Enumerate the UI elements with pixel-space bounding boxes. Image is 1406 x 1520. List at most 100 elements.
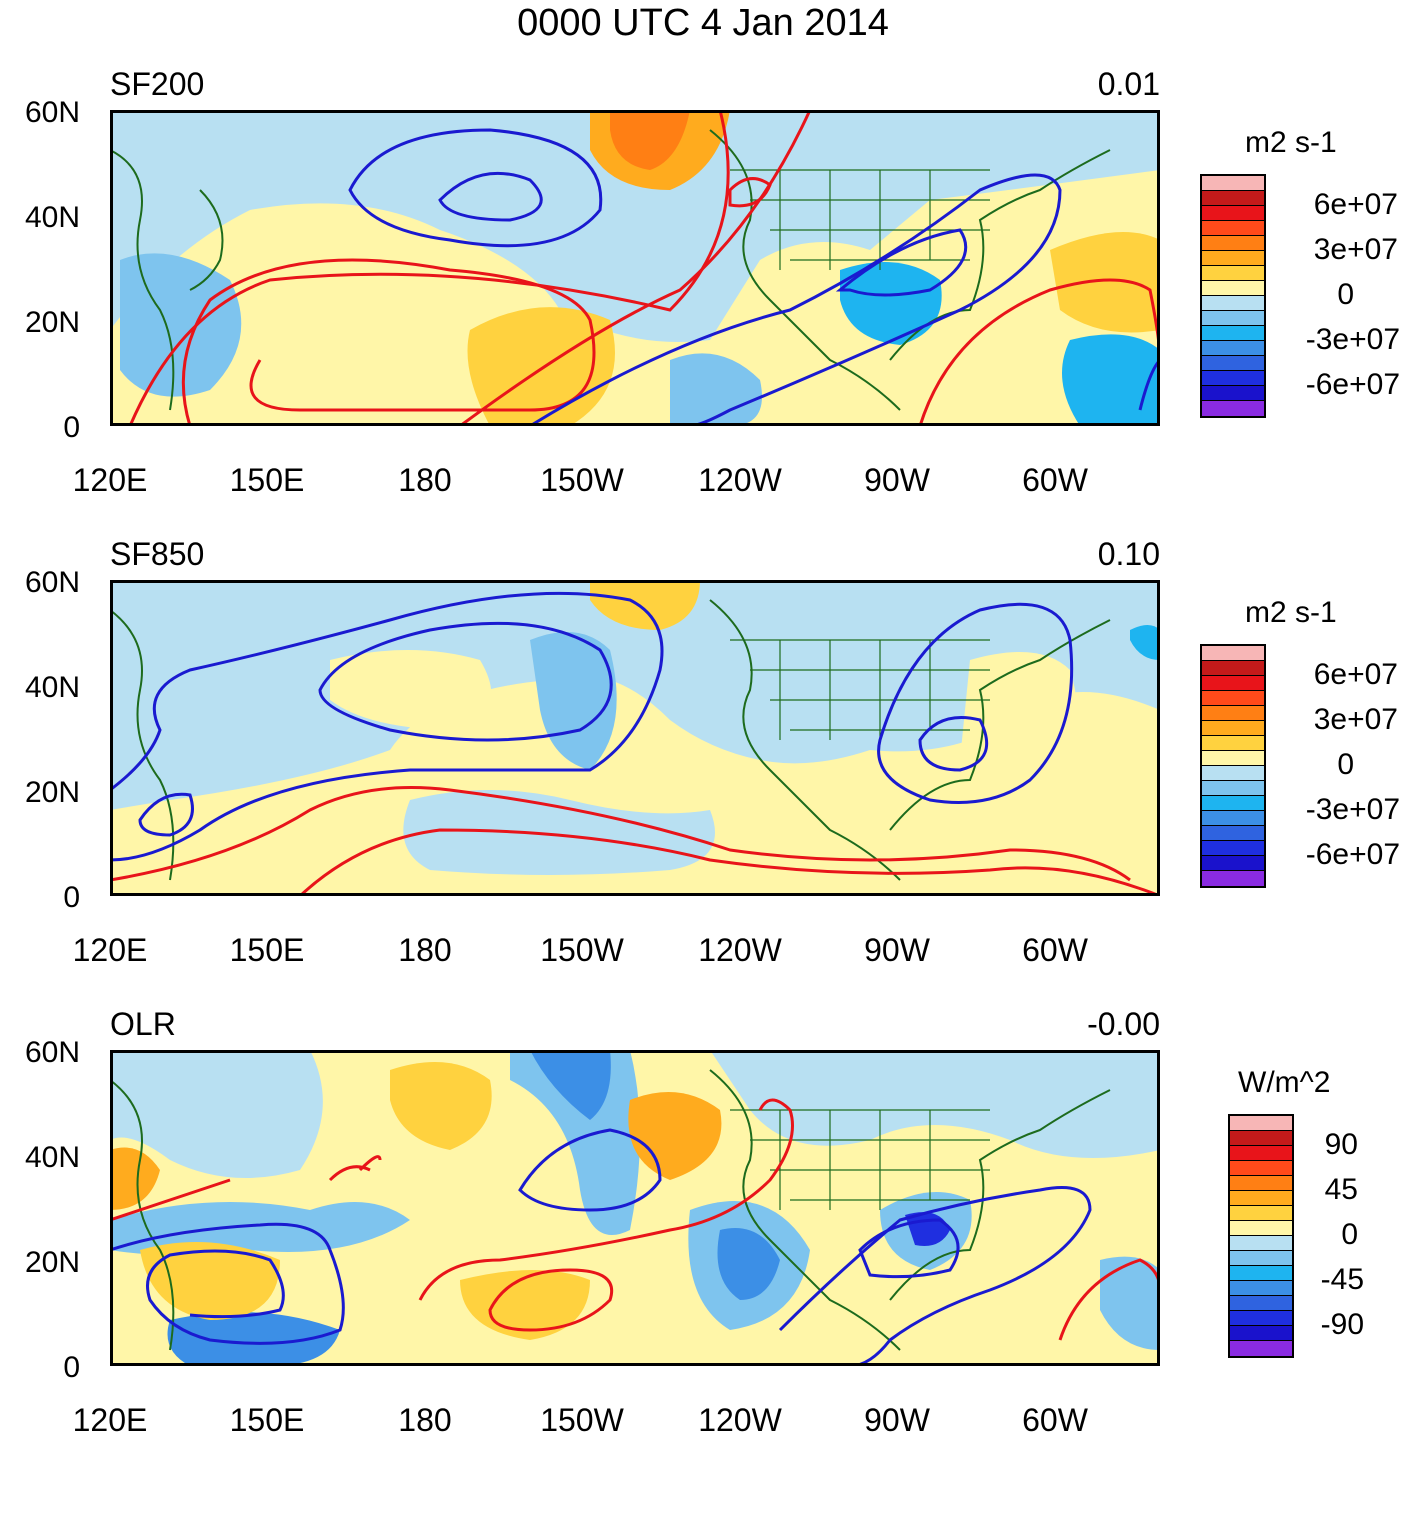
contour-pos-3 xyxy=(488,1268,613,1332)
colorbar xyxy=(1200,174,1266,418)
contour-neg-1 xyxy=(110,1222,345,1345)
y-tick: 0 xyxy=(63,411,80,444)
colorbar-label: -3e+07 xyxy=(1305,323,1400,356)
shade-yellow-west xyxy=(330,650,492,730)
shade-neg-north xyxy=(510,1050,640,1235)
contour-pos-4 xyxy=(728,177,772,208)
map-sf200 xyxy=(110,110,1160,426)
contour-neg-2 xyxy=(438,171,543,222)
contour-pos-2 xyxy=(418,1098,794,1301)
colorbar-label: 3e+07 xyxy=(1313,233,1398,266)
y-tick: 40N xyxy=(24,671,80,704)
colorbar-label: -6e+07 xyxy=(1305,368,1400,401)
colorbar-units: m2 s-1 xyxy=(1245,126,1337,159)
shade-orange-north xyxy=(590,580,700,630)
colorbar-label: -90 xyxy=(1320,1308,1364,1341)
shade-neg-center-deep xyxy=(717,1228,780,1300)
colorbar-label: 0 xyxy=(1337,278,1354,311)
x-tick: 150E xyxy=(229,1402,305,1438)
shade-neg-gulf xyxy=(840,262,942,345)
shade-neg-east xyxy=(1100,1256,1160,1350)
coastline-americas xyxy=(709,599,1111,881)
colorbar-label: -3e+07 xyxy=(1305,793,1400,826)
x-tick: 150W xyxy=(540,932,624,968)
colorbar-units: W/m^2 xyxy=(1238,1066,1331,1099)
shade-pos-5 xyxy=(110,1147,160,1210)
coastline-asia xyxy=(110,609,175,881)
panel-olr: OLR -0.00 xyxy=(0,1006,1406,1520)
y-tick: 20N xyxy=(24,306,80,339)
contour-pos-2 xyxy=(128,110,730,426)
coastline-americas xyxy=(709,1069,1111,1351)
colorbar-label: 45 xyxy=(1324,1173,1358,1206)
y-tick: 20N xyxy=(24,776,80,809)
x-tick: 180 xyxy=(398,462,452,498)
panel-title: SF850 xyxy=(110,536,205,572)
x-tick: 120W xyxy=(698,932,782,968)
panel-sf200: SF200 0.01 xyxy=(0,66,1406,580)
colorbar-units: m2 s-1 xyxy=(1245,596,1337,629)
contour-neg-3 xyxy=(138,792,194,837)
contour-neg-2 xyxy=(518,1128,662,1212)
shade-yellow-east xyxy=(960,652,1077,787)
contour-neg-1 xyxy=(110,591,664,862)
y-tick: 60N xyxy=(24,96,80,129)
contour-pos-1 xyxy=(110,786,1131,882)
us-states-grid xyxy=(730,1109,990,1210)
x-tick: 90W xyxy=(864,932,930,968)
contour-neg-3 xyxy=(529,173,1062,426)
shade-neg-west-band xyxy=(110,1202,410,1255)
shade-neg-light-1 xyxy=(110,1050,323,1178)
x-tick: 120W xyxy=(698,1402,782,1438)
panel-correlation: 0.01 xyxy=(1097,66,1160,102)
contour-pos-1 xyxy=(110,1155,382,1222)
shade-neg-blue xyxy=(120,253,242,397)
panel-sf850: SF850 0.10 60N 40N 20N 0 120E 150E 180 xyxy=(0,536,1406,1050)
x-tick: 120E xyxy=(72,932,148,968)
panel-correlation: 0.10 xyxy=(1097,536,1160,572)
x-tick: 120E xyxy=(72,462,148,498)
x-tick: 180 xyxy=(398,1402,452,1438)
shade-neg-band xyxy=(403,790,715,875)
x-tick: 90W xyxy=(864,1402,930,1438)
shade-pos-2 xyxy=(628,1092,722,1180)
figure-title: 0000 UTC 4 Jan 2014 xyxy=(517,2,889,44)
colorbar-label: 3e+07 xyxy=(1313,703,1398,736)
contour-pos-5 xyxy=(918,278,1160,426)
x-tick: 180 xyxy=(398,932,452,968)
x-tick: 90W xyxy=(864,462,930,498)
shade-pos-east xyxy=(1050,232,1160,333)
x-tick: 60W xyxy=(1022,932,1088,968)
shade-pos-yellow xyxy=(110,170,1160,426)
y-tick: 60N xyxy=(24,1036,80,1069)
contour-pos-1 xyxy=(181,258,596,426)
coastline-asia xyxy=(110,149,175,411)
shade-pos-1 xyxy=(390,1062,492,1150)
colorbar-label: -6e+07 xyxy=(1305,838,1400,871)
x-tick: 150W xyxy=(540,1402,624,1438)
panel-correlation: -0.00 xyxy=(1087,1006,1160,1042)
colorbar-label: 6e+07 xyxy=(1313,188,1398,221)
colorbar xyxy=(1200,644,1266,888)
y-tick: 40N xyxy=(24,1141,80,1174)
x-tick: 60W xyxy=(1022,462,1088,498)
contour-neg-2 xyxy=(318,621,613,742)
y-tick: 60N xyxy=(24,566,80,599)
y-tick: 40N xyxy=(24,201,80,234)
shade-neg-east xyxy=(1062,334,1160,426)
shade-neg-north-deep xyxy=(530,1050,611,1120)
x-tick: 120E xyxy=(72,1402,148,1438)
colorbar-label: -45 xyxy=(1320,1263,1364,1296)
contour-neg-5 xyxy=(918,716,989,772)
map-olr xyxy=(110,1050,1160,1366)
contour-pos-3 xyxy=(459,110,812,426)
contour-neg-4 xyxy=(858,1218,960,1279)
panel-title: SF200 xyxy=(110,66,205,102)
map-sf850 xyxy=(110,580,1160,896)
contour-neg-4 xyxy=(835,228,968,297)
us-states-grid xyxy=(730,639,990,740)
x-tick: 150W xyxy=(540,462,624,498)
x-tick: 120W xyxy=(698,462,782,498)
y-tick: 0 xyxy=(63,881,80,914)
shade-neg-south xyxy=(167,1312,340,1366)
